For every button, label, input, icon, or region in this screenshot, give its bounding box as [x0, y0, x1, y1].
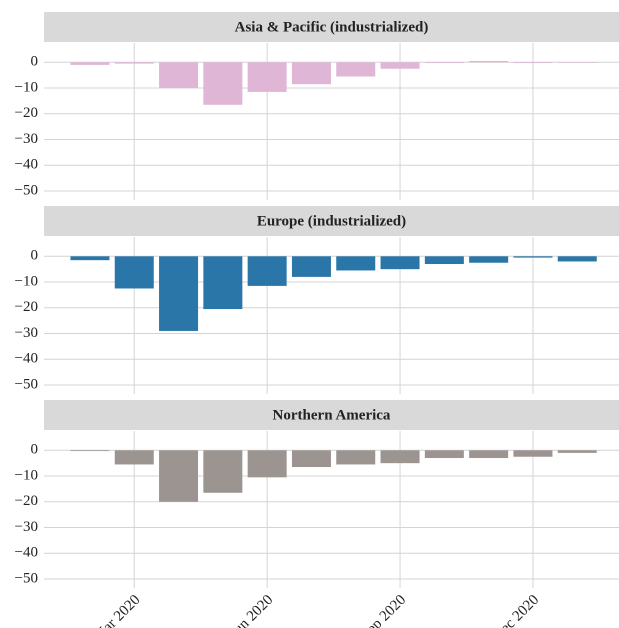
bar — [203, 256, 243, 310]
bar — [114, 256, 154, 289]
strip — [44, 400, 619, 430]
bar — [424, 62, 464, 64]
y-tick-label: −50 — [15, 376, 38, 392]
bar — [557, 62, 597, 63]
bar — [336, 62, 376, 77]
y-tick-label: −30 — [15, 519, 38, 535]
y-tick-label: −50 — [15, 570, 38, 586]
bar — [557, 256, 597, 262]
bar — [291, 62, 331, 85]
y-tick-label: −10 — [15, 273, 38, 289]
y-tick-label: −40 — [15, 157, 38, 173]
y-tick-label: −10 — [15, 467, 38, 483]
bar — [159, 450, 199, 502]
bar — [469, 450, 509, 459]
bar — [380, 256, 420, 270]
y-tick-label: −20 — [15, 105, 38, 121]
strip — [44, 206, 619, 236]
x-tick-label: Dec 2020 — [490, 592, 542, 628]
strip — [44, 12, 619, 42]
y-tick-label: 0 — [31, 54, 39, 70]
bar — [513, 256, 553, 258]
panel-title: Asia & Pacific (industrialized) — [235, 19, 429, 35]
bar — [70, 62, 110, 65]
panel-title: Northern America — [273, 407, 391, 423]
bar — [114, 62, 154, 64]
y-tick-label: −20 — [15, 493, 38, 509]
bar — [203, 450, 243, 493]
bar — [513, 62, 553, 64]
bar — [291, 450, 331, 468]
bar — [336, 256, 376, 271]
bar — [291, 256, 331, 277]
y-tick-label: −10 — [15, 79, 38, 95]
bar — [424, 256, 464, 265]
bar — [114, 450, 154, 465]
bar — [469, 61, 509, 63]
bar — [159, 62, 199, 89]
y-tick-label: −30 — [15, 325, 38, 341]
bar — [159, 256, 199, 331]
x-tick-label: Mar 2020 — [91, 592, 144, 628]
y-tick-label: −30 — [15, 131, 38, 147]
x-tick-label: Sep 2020 — [358, 592, 409, 628]
y-tick-label: −20 — [15, 299, 38, 315]
y-tick-label: −40 — [15, 351, 38, 367]
panel-title: Europe (industrialized) — [257, 213, 406, 229]
bar — [247, 450, 287, 478]
y-tick-label: 0 — [31, 442, 39, 458]
bar — [70, 256, 110, 261]
bar — [247, 256, 287, 286]
bar — [203, 62, 243, 105]
y-tick-label: −50 — [15, 182, 38, 198]
bar — [336, 450, 376, 465]
bar — [247, 62, 287, 92]
bar — [70, 450, 110, 452]
y-tick-label: 0 — [31, 248, 39, 264]
bar — [380, 62, 420, 69]
bar — [557, 450, 597, 453]
bar — [513, 450, 553, 457]
bar — [380, 450, 420, 464]
x-tick-label: Jun 2020 — [226, 592, 276, 628]
y-tick-label: −40 — [15, 545, 38, 561]
bar — [424, 450, 464, 459]
bar — [469, 256, 509, 263]
